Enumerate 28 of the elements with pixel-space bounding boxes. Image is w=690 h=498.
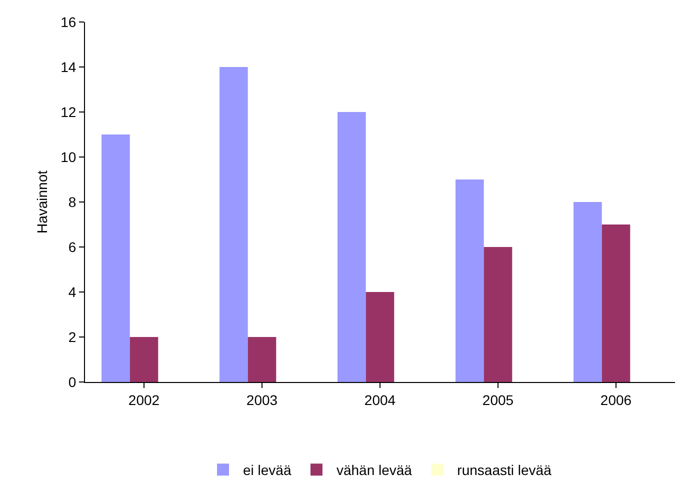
y-axis-title: Havainnot (34, 170, 50, 234)
bar (574, 202, 602, 382)
bar (456, 180, 484, 382)
legend-label: runsaasti levää (457, 462, 552, 478)
y-tick-label: 16 (60, 14, 76, 30)
bar (484, 247, 512, 382)
bar (366, 292, 394, 382)
x-tick-label: 2006 (600, 392, 632, 408)
bar (338, 112, 366, 382)
y-tick-label: 10 (60, 148, 76, 165)
x-tick-label: 2004 (364, 392, 396, 408)
y-tick-label: 0 (68, 374, 76, 390)
bar (102, 134, 130, 382)
x-tick-label: 2005 (482, 392, 514, 408)
bar (602, 224, 630, 382)
y-tick-label: 6 (68, 238, 76, 255)
y-tick-label: 8 (68, 194, 76, 210)
x-tick-label: 2002 (128, 392, 160, 408)
x-tick-label: 2003 (246, 392, 278, 408)
bar (220, 67, 248, 382)
y-tick-label: 12 (60, 104, 76, 120)
y-tick-label: 2 (68, 328, 76, 345)
bar (248, 337, 276, 382)
legend-label: vähän levää (336, 462, 412, 478)
y-tick-label: 14 (60, 58, 76, 75)
legend-label: ei levää (243, 462, 292, 478)
y-tick-label: 4 (68, 284, 76, 300)
bar (130, 337, 158, 382)
